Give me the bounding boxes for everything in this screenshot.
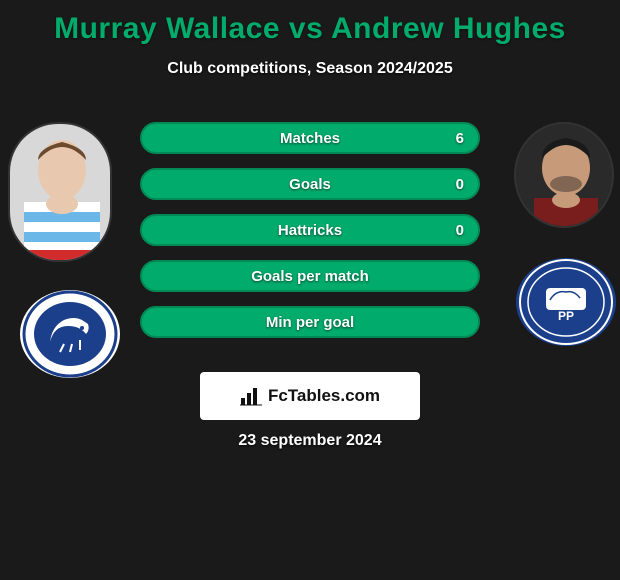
preston-badge-icon: PP xyxy=(516,258,616,346)
stat-label: Goals xyxy=(289,176,331,193)
stat-row-goals-per-match: Goals per match xyxy=(140,260,480,292)
player-right-photo xyxy=(514,122,614,228)
brand-text: FcTables.com xyxy=(268,386,380,406)
player-left-silhouette xyxy=(10,124,112,262)
stat-label: Min per goal xyxy=(266,314,354,331)
player-left-photo xyxy=(8,122,112,262)
stat-label: Hattricks xyxy=(278,222,342,239)
stat-right-value: 0 xyxy=(456,176,464,193)
brand-box[interactable]: FcTables.com xyxy=(200,372,420,420)
player-right-silhouette xyxy=(516,124,614,228)
stat-right-value: 6 xyxy=(456,130,464,147)
stats-container: Matches 6 Goals 0 Hattricks 0 Goals per … xyxy=(140,122,480,352)
bar-chart-icon xyxy=(240,386,262,406)
stat-row-goals: Goals 0 xyxy=(140,168,480,200)
stat-row-min-per-goal: Min per goal xyxy=(140,306,480,338)
date-label: 23 september 2024 xyxy=(0,432,620,450)
stat-right-value: 0 xyxy=(456,222,464,239)
svg-text:PP: PP xyxy=(558,309,574,323)
stat-label: Goals per match xyxy=(251,268,369,285)
page-title: Murray Wallace vs Andrew Hughes xyxy=(0,0,620,46)
subtitle: Club competitions, Season 2024/2025 xyxy=(0,60,620,78)
stat-row-matches: Matches 6 xyxy=(140,122,480,154)
club-right-logo: PP xyxy=(516,258,616,346)
millwall-badge-icon xyxy=(20,290,120,378)
stat-row-hattricks: Hattricks 0 xyxy=(140,214,480,246)
stat-label: Matches xyxy=(280,130,340,147)
club-left-logo xyxy=(20,290,120,378)
